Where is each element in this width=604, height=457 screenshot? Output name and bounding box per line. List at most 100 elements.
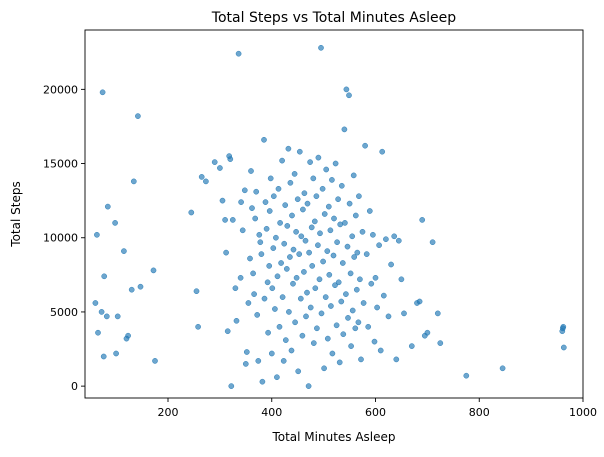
data-point (300, 206, 306, 213)
data-point (101, 273, 108, 280)
data-point (291, 171, 298, 177)
data-point (316, 276, 323, 283)
data-point (265, 329, 271, 336)
data-point (262, 199, 269, 205)
data-point (560, 323, 567, 330)
data-point (295, 368, 302, 375)
data-point (252, 215, 259, 222)
data-point (346, 200, 353, 207)
data-point (188, 209, 195, 216)
data-point (270, 245, 277, 251)
x-tick-label: 800 (469, 406, 490, 419)
data-point (350, 172, 357, 179)
data-point (370, 231, 376, 238)
data-point (359, 228, 366, 235)
data-point (424, 329, 431, 336)
data-point (351, 254, 358, 260)
data-point (232, 285, 239, 292)
y-tick-label: 5000 (50, 306, 78, 319)
data-point (130, 178, 137, 185)
data-point (362, 142, 368, 149)
data-point (307, 304, 314, 311)
data-point (385, 313, 392, 320)
data-point (318, 310, 325, 317)
data-point (315, 154, 322, 161)
data-point (322, 294, 329, 300)
data-point (203, 178, 209, 185)
data-point (261, 295, 268, 302)
data-point (560, 344, 567, 351)
data-point (253, 188, 260, 195)
data-point (398, 276, 405, 283)
data-point (297, 295, 304, 302)
plot-area-frame (84, 29, 584, 399)
data-point (332, 282, 338, 289)
data-point (229, 217, 236, 223)
data-point (356, 193, 362, 200)
data-point (298, 233, 305, 240)
data-point (250, 270, 256, 277)
data-point (278, 260, 284, 266)
data-point (324, 248, 331, 254)
data-point (239, 227, 246, 234)
data-point (296, 251, 303, 257)
data-point (335, 279, 342, 286)
data-point (342, 220, 348, 226)
data-point (340, 331, 347, 338)
y-tick-label: 10000 (43, 232, 78, 245)
data-point (94, 231, 100, 238)
data-point (290, 246, 297, 253)
data-point (269, 285, 276, 292)
data-point (317, 230, 323, 237)
data-point (287, 254, 293, 260)
data-point (360, 300, 367, 306)
data-point (312, 285, 319, 292)
x-axis-label: Total Minutes Asleep (271, 430, 395, 444)
data-point (284, 223, 291, 229)
data-point (352, 212, 359, 219)
data-point (310, 340, 317, 346)
data-point (309, 263, 316, 269)
chart-title: Total Steps vs Total Minutes Asleep (211, 10, 456, 26)
data-point (227, 156, 234, 162)
data-point (272, 306, 278, 312)
data-point (293, 228, 299, 235)
data-point (321, 211, 328, 217)
data-point (331, 215, 337, 222)
data-point (137, 283, 144, 290)
data-point (341, 126, 348, 133)
data-point (348, 343, 354, 349)
data-point (323, 166, 330, 173)
data-point (103, 313, 110, 320)
y-tick-label: 20000 (43, 83, 78, 96)
data-point (338, 182, 345, 189)
data-point (195, 323, 201, 330)
data-point (302, 237, 309, 244)
data-point (352, 325, 359, 332)
data-point (315, 242, 321, 249)
data-point (325, 203, 332, 210)
data-point (332, 160, 339, 167)
data-point (242, 361, 249, 367)
data-point (255, 358, 262, 364)
data-point (274, 273, 281, 280)
data-point (283, 266, 290, 272)
data-point (266, 263, 273, 269)
data-point (310, 175, 317, 182)
data-point (393, 356, 400, 363)
data-point (363, 251, 370, 257)
data-point (275, 185, 282, 192)
data-point (304, 289, 310, 296)
data-point (266, 208, 273, 214)
data-point (268, 350, 275, 357)
data-point (376, 242, 382, 249)
data-point (222, 217, 228, 223)
data-point (326, 271, 333, 278)
data-point (277, 220, 283, 226)
data-point (349, 307, 356, 314)
data-point (343, 291, 349, 297)
data-point (306, 249, 312, 256)
